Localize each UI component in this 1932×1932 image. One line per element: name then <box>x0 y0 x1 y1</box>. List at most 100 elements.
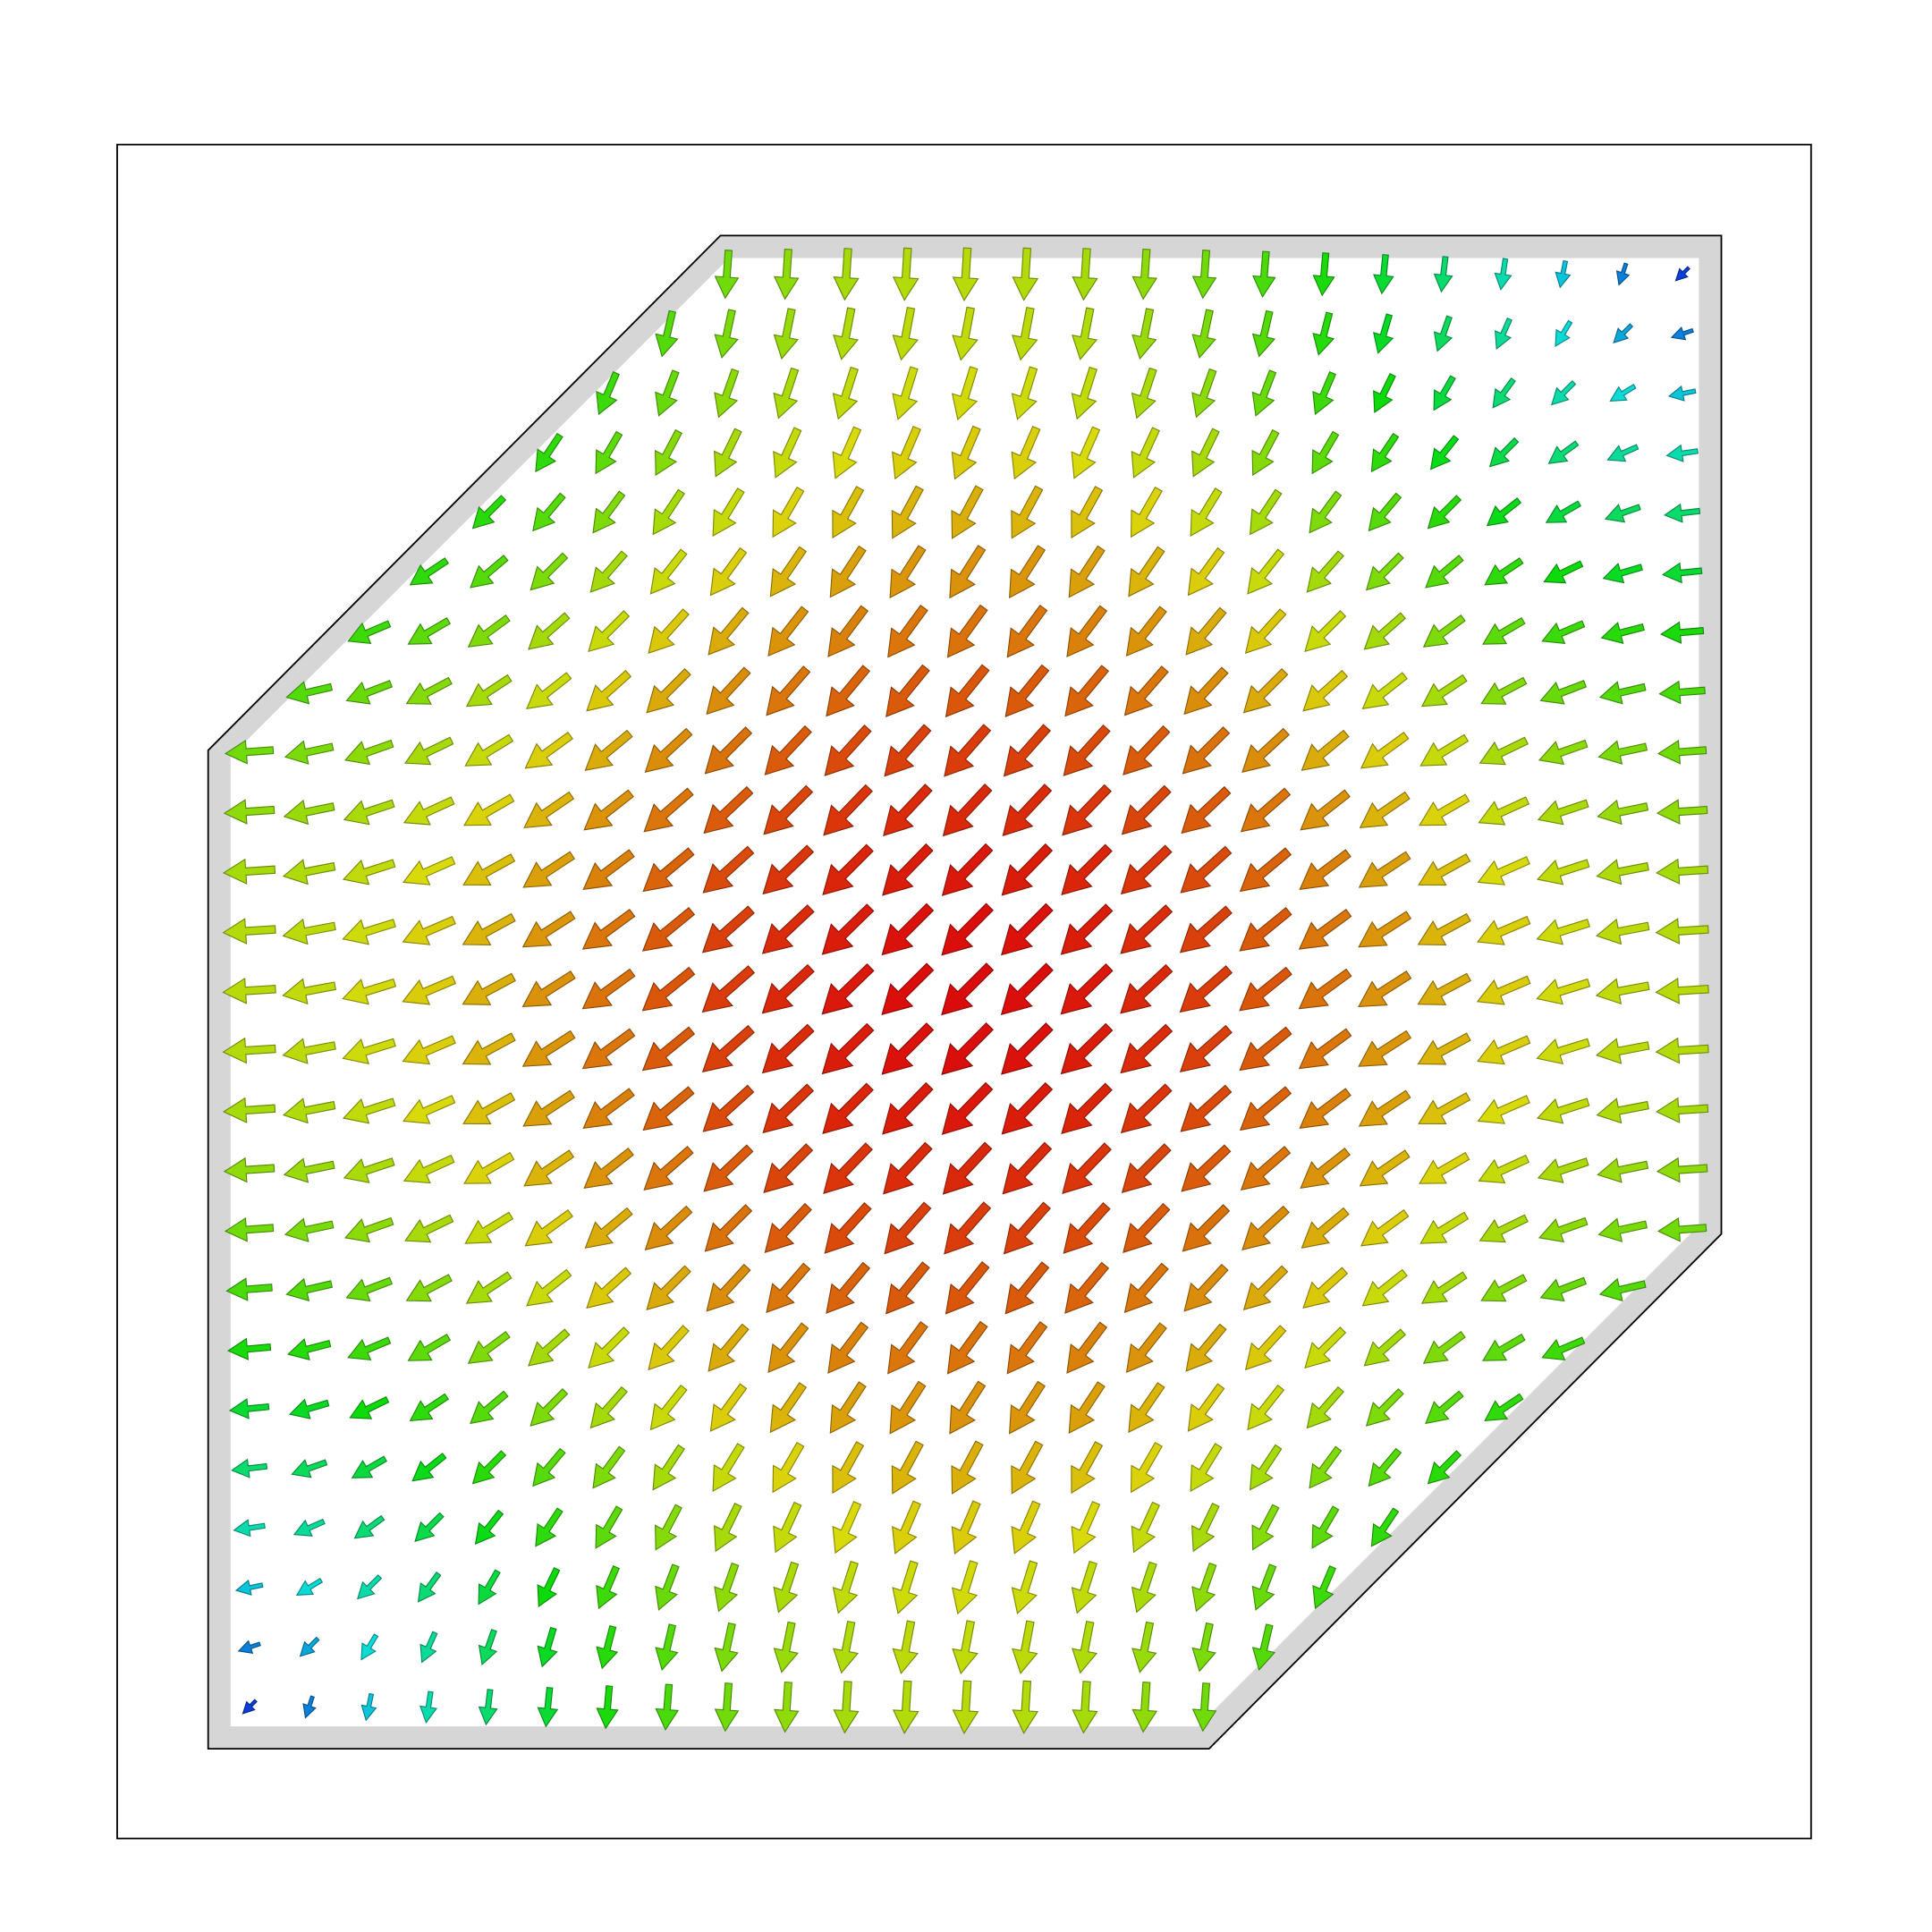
arrow <box>1541 620 1586 645</box>
arrow <box>592 490 626 534</box>
arrow <box>535 432 564 473</box>
arrow <box>360 1692 377 1722</box>
arrow <box>596 1565 620 1610</box>
arrow <box>1598 1277 1647 1302</box>
arrow <box>1545 500 1581 523</box>
arrow <box>1655 1097 1709 1123</box>
arrow <box>941 1081 994 1135</box>
arrow <box>766 665 811 716</box>
arrow <box>1480 1274 1528 1302</box>
arrow <box>528 1328 571 1367</box>
arrow <box>1539 1276 1588 1302</box>
arrow <box>1596 859 1649 886</box>
arrow <box>1358 911 1412 948</box>
arrow <box>474 1509 504 1546</box>
arrow <box>1060 962 1114 1015</box>
arrow-field <box>222 247 1709 1734</box>
arrow <box>652 488 685 536</box>
arrow <box>951 485 984 539</box>
arrow <box>1072 1620 1098 1674</box>
arrow <box>402 1095 456 1124</box>
arrow <box>242 1699 258 1715</box>
arrow <box>1425 1390 1464 1425</box>
arrow <box>701 905 755 953</box>
arrow <box>522 851 576 888</box>
arrow <box>952 247 979 301</box>
arrow <box>462 972 516 1005</box>
arrow <box>402 915 456 945</box>
arrow <box>703 785 754 835</box>
arrow <box>1477 1095 1530 1124</box>
arrow <box>1066 605 1108 657</box>
arrow <box>1361 672 1408 710</box>
arrow <box>1068 545 1106 598</box>
arrow <box>1239 847 1292 893</box>
arrow <box>1071 1500 1101 1555</box>
arrow <box>641 907 696 952</box>
arrow <box>1596 1097 1649 1124</box>
arrow <box>1373 254 1394 295</box>
arrow <box>1191 309 1216 359</box>
arrow <box>833 1681 860 1734</box>
arrow <box>764 724 812 775</box>
arrow <box>342 1038 396 1065</box>
arrow <box>1537 1157 1589 1183</box>
arrow <box>941 902 994 956</box>
arrow <box>1429 435 1460 470</box>
arrow <box>407 1333 452 1361</box>
arrow <box>892 247 919 301</box>
arrow <box>470 555 509 589</box>
arrow <box>769 1382 808 1434</box>
arrow <box>891 1440 924 1495</box>
arrow <box>832 426 862 479</box>
arrow <box>1239 1086 1292 1131</box>
arrow <box>1001 843 1054 896</box>
arrow <box>1615 262 1631 286</box>
arrow <box>761 904 815 954</box>
arrow <box>708 1323 750 1372</box>
arrow <box>1190 487 1223 538</box>
arrow <box>357 1574 383 1600</box>
arrow <box>1370 1507 1400 1547</box>
arrow <box>1373 313 1394 354</box>
arrow <box>1182 1204 1231 1252</box>
arrow <box>1180 845 1233 894</box>
arrow <box>1419 793 1470 826</box>
arrow <box>1674 266 1690 282</box>
arrow <box>773 308 799 360</box>
arrow <box>655 1504 683 1551</box>
arrow <box>1484 557 1524 586</box>
arrow <box>1131 1441 1163 1494</box>
arrow <box>1363 612 1406 650</box>
arrow <box>826 1261 871 1314</box>
arrow <box>655 1563 680 1611</box>
arrow <box>941 843 994 896</box>
arrow <box>1420 1271 1468 1304</box>
arrow <box>349 1395 390 1419</box>
arrow <box>1655 918 1709 945</box>
arrow <box>402 796 455 826</box>
arrow <box>1419 1211 1470 1244</box>
arrow <box>583 789 634 831</box>
arrow <box>714 428 742 478</box>
arrow <box>419 1690 438 1724</box>
arrow <box>644 1205 693 1250</box>
arrow <box>462 853 516 886</box>
arrow <box>1009 545 1046 599</box>
arrow <box>581 1028 636 1070</box>
arrow <box>345 680 394 705</box>
arrow <box>282 859 336 886</box>
arrow <box>1312 252 1335 297</box>
arrow <box>1492 377 1516 409</box>
arrow <box>462 912 516 946</box>
arrow <box>588 610 631 653</box>
arrow <box>881 962 935 1016</box>
arrow <box>1302 669 1349 712</box>
arrow <box>287 1338 332 1360</box>
arrow <box>1477 1035 1531 1065</box>
arrow <box>1658 680 1706 705</box>
arrow <box>1309 490 1343 534</box>
arrow <box>223 799 275 825</box>
arrow <box>655 309 679 358</box>
arrow <box>1123 665 1169 716</box>
